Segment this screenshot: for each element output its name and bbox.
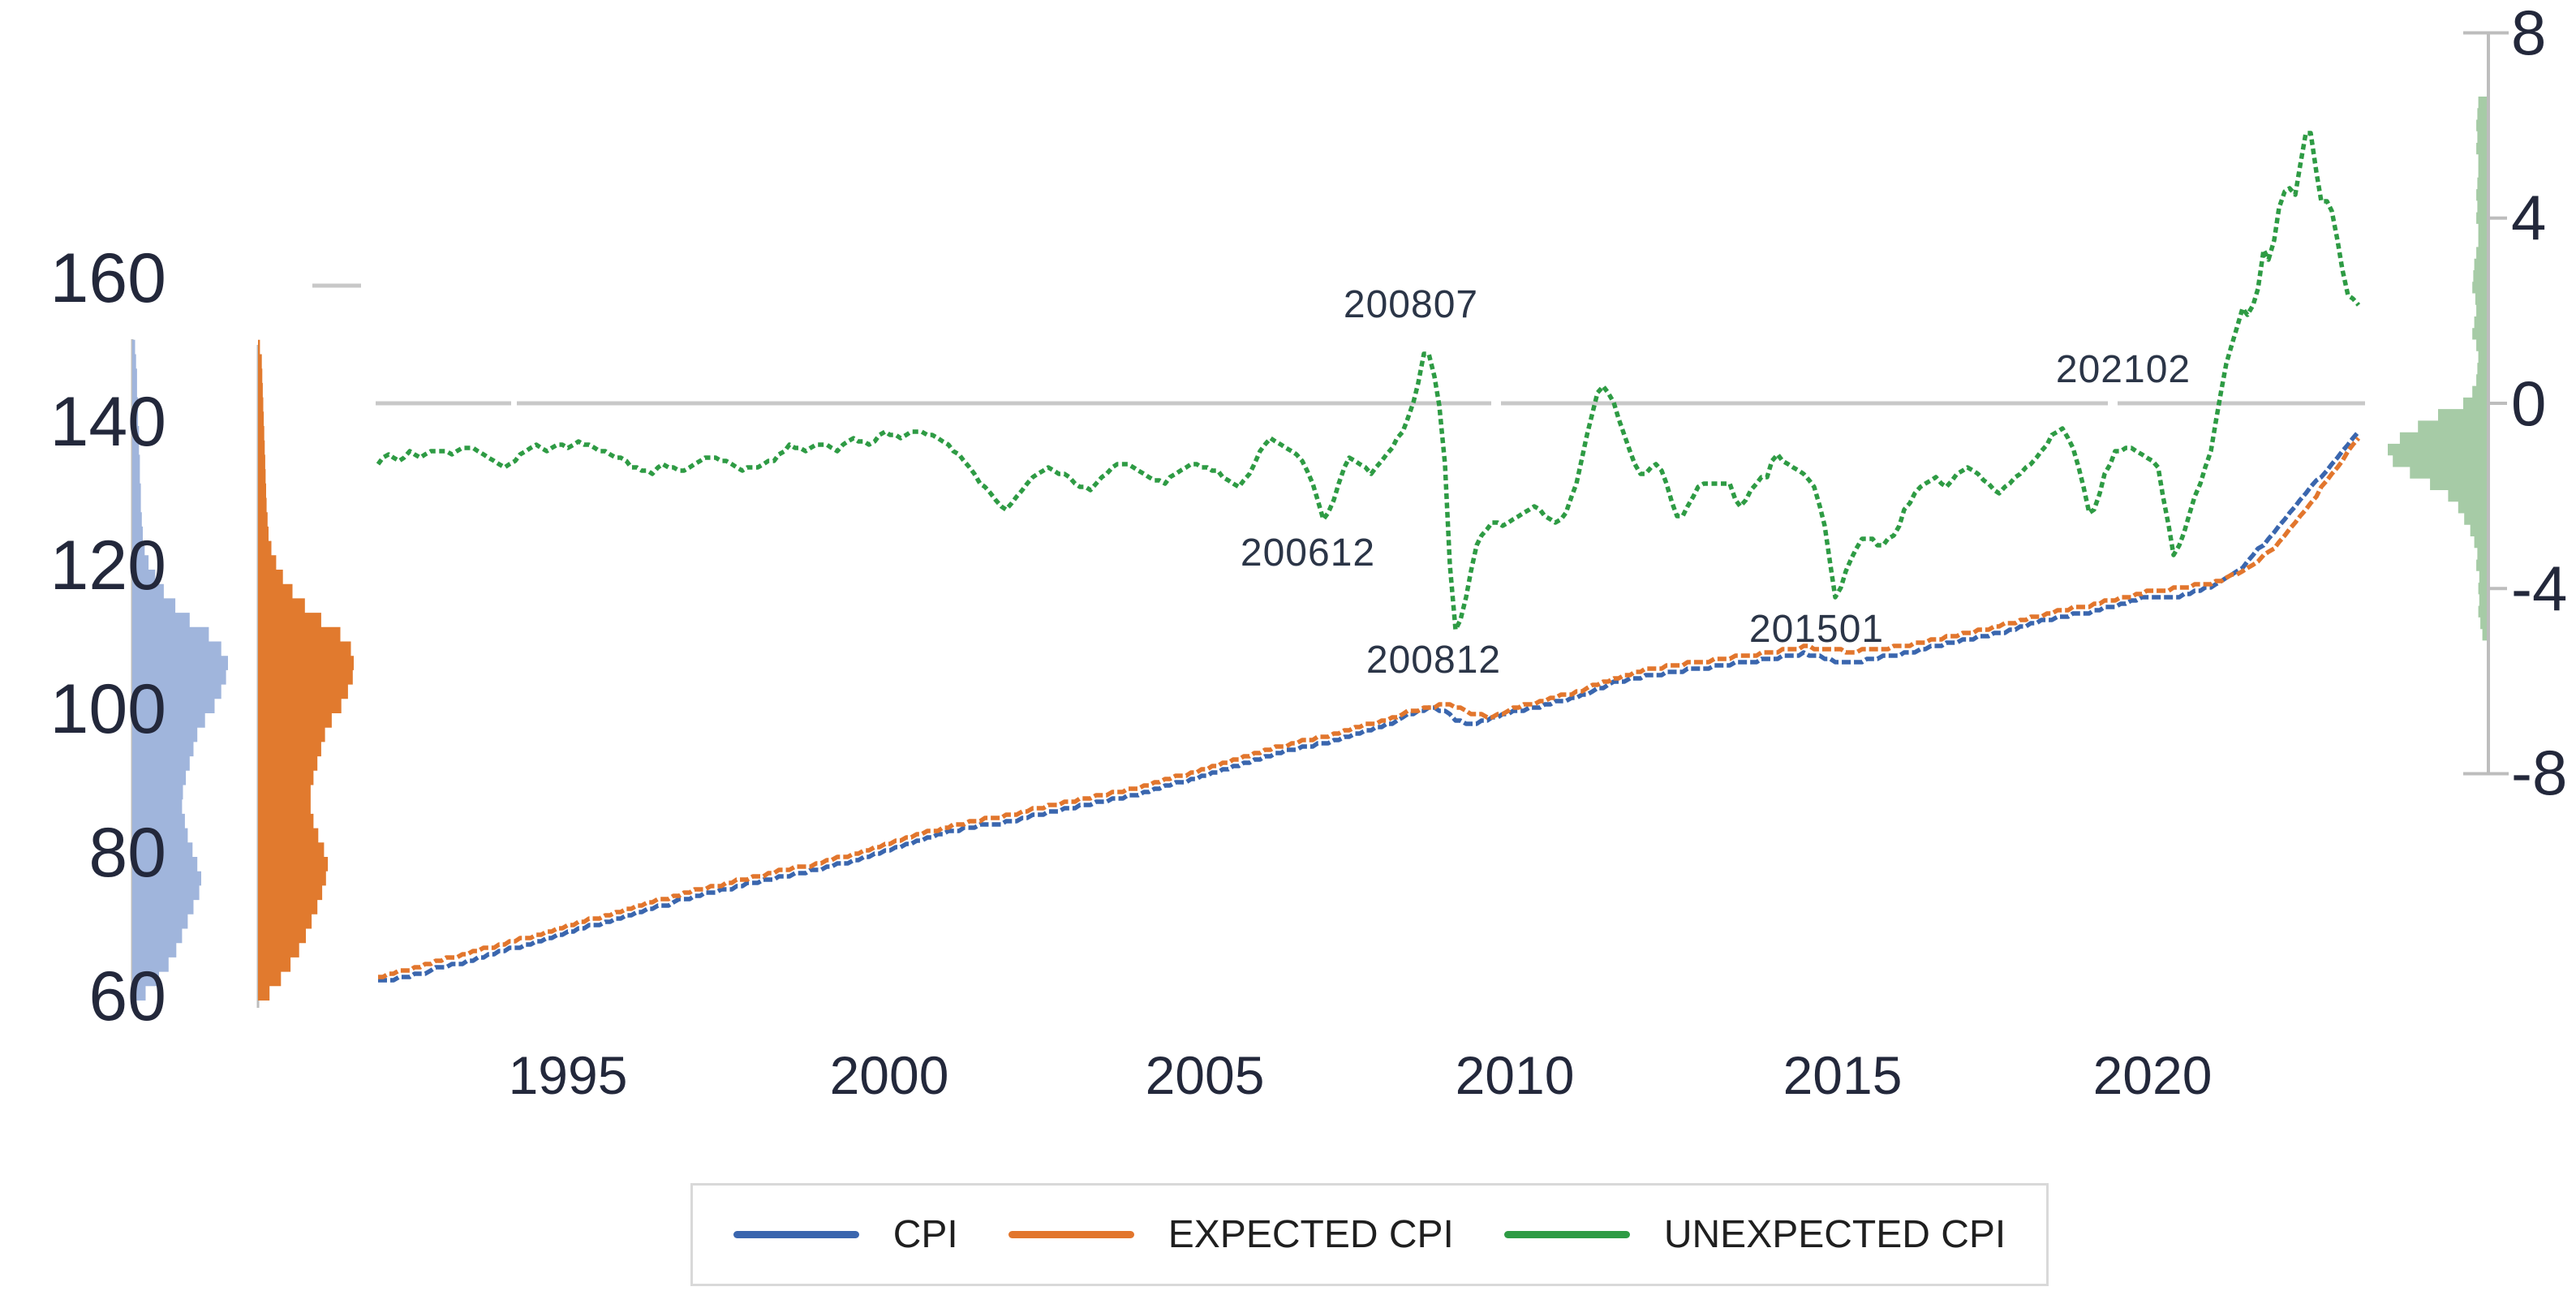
legend-entry-cpi: CPI [733, 1212, 958, 1257]
annotation-202102: 202102 [2055, 348, 2191, 391]
annotation-200807: 200807 [1343, 283, 1479, 326]
annotation-200812: 200812 [1365, 639, 1502, 682]
x-axis-tick-2015: 2015 [1783, 1045, 1903, 1105]
legend-entry-unexpected-cpi: UNEXPECTED CPI [1503, 1212, 2006, 1257]
x-axis-tick-1995: 1995 [508, 1045, 628, 1105]
left-axis-tick-100: 100 [49, 670, 167, 748]
legend-label-unexpected-cpi: UNEXPECTED CPI [1663, 1213, 2006, 1256]
annotation-200612: 200612 [1240, 531, 1376, 575]
x-axis-tick-2020: 2020 [2092, 1045, 2213, 1105]
left-axis-tick-80: 80 [88, 814, 166, 892]
unexpected-cpi-line-swatch-icon [1503, 1231, 1630, 1238]
left-axis-tick-140: 140 [49, 383, 167, 461]
right-axis-tick-8: 8 [2511, 0, 2547, 68]
x-axis-tick-2000: 2000 [829, 1045, 949, 1105]
annotation-201501: 201501 [1748, 608, 1885, 651]
legend-label-cpi: CPI [892, 1213, 958, 1256]
right-axis-tick-0: 0 [2511, 368, 2547, 439]
cpi-line-swatch-icon [733, 1231, 859, 1238]
left-axis-tick-120: 120 [49, 527, 167, 605]
legend-entry-expected-cpi: EXPECTED CPI [1008, 1212, 1454, 1257]
legend-label-expected-cpi: EXPECTED CPI [1168, 1213, 1454, 1256]
left-axis-tick-60: 60 [88, 958, 166, 1035]
x-axis-tick-2010: 2010 [1455, 1045, 1575, 1105]
left-axis-tick-160: 160 [49, 239, 167, 317]
legend: CPI EXPECTED CPI UNEXPECTED CPI [690, 1183, 2049, 1286]
right-axis-tick-neg8: -8 [2511, 737, 2568, 808]
right-axis-tick-4: 4 [2511, 182, 2547, 253]
expected-cpi-line-swatch-icon [1008, 1231, 1134, 1238]
right-axis-tick-neg4: -4 [2511, 553, 2568, 624]
x-axis-tick-2005: 2005 [1145, 1045, 1265, 1105]
